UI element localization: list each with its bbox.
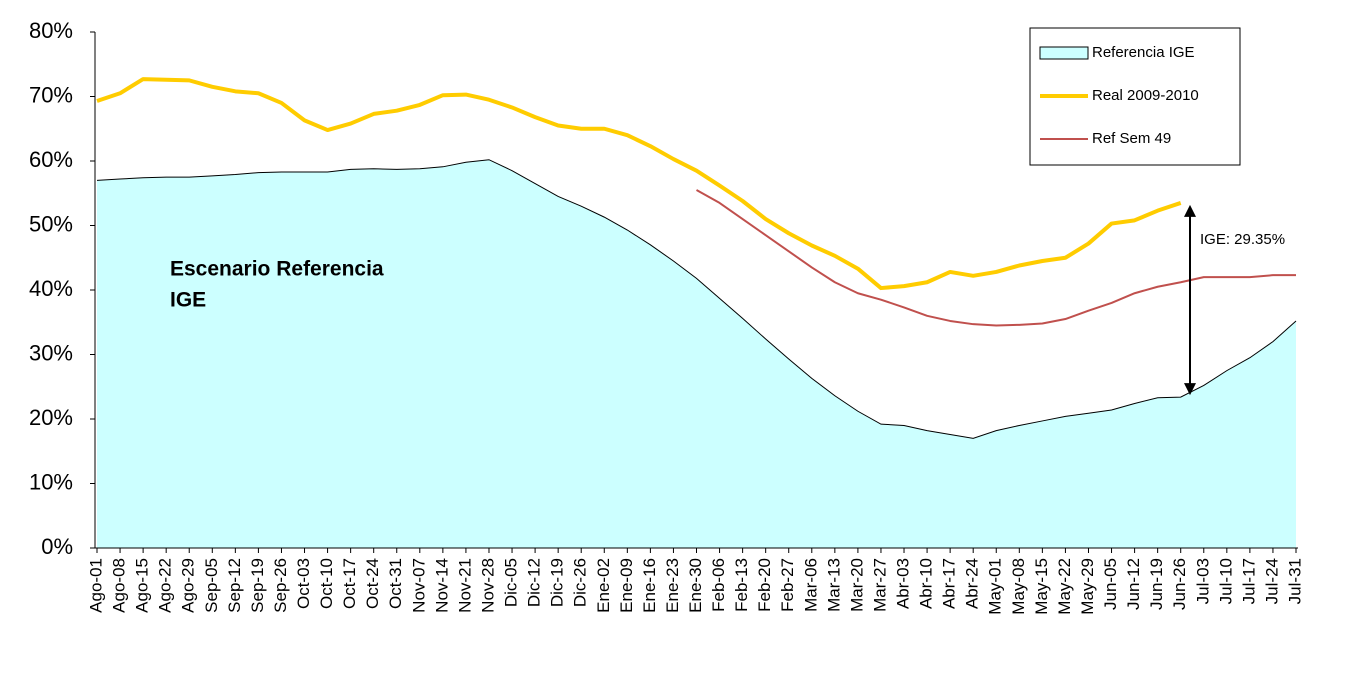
x-tick-label: Nov-14 xyxy=(432,558,451,613)
x-tick-label: May-01 xyxy=(986,558,1005,615)
x-tick-label: Oct-10 xyxy=(317,558,336,609)
x-tick-label: Sep-12 xyxy=(225,558,244,613)
x-tick-label: Dic-12 xyxy=(525,558,544,607)
x-tick-label: Jun-05 xyxy=(1101,558,1120,610)
x-tick-label: Feb-27 xyxy=(778,558,797,612)
legend: Referencia IGE Real 2009-2010 Ref Sem 49 xyxy=(1029,27,1241,166)
x-tick-label: Jul-17 xyxy=(1239,558,1258,604)
y-tick-label: 50% xyxy=(29,211,73,236)
x-tick-label: Feb-06 xyxy=(709,558,728,612)
x-tick-label: Nov-28 xyxy=(478,558,497,613)
x-tick-label: Mar-27 xyxy=(870,558,889,612)
area-edge xyxy=(96,159,1297,439)
x-tick-label: Sep-26 xyxy=(271,558,290,613)
x-tick-label: Dic-05 xyxy=(502,558,521,607)
x-tick-label: Ago-08 xyxy=(110,558,129,613)
x-tick-label: Abr-24 xyxy=(963,558,982,609)
x-tick-label: Sep-05 xyxy=(202,558,221,613)
x-tick-label: Oct-31 xyxy=(386,558,405,609)
x-tick-label: Mar-20 xyxy=(847,558,866,612)
x-tick-label: Jun-26 xyxy=(1170,558,1189,610)
x-tick-label: Mar-13 xyxy=(824,558,843,612)
line xyxy=(96,77,1182,291)
x-tick-label: Mar-06 xyxy=(801,558,820,612)
arrow-head xyxy=(1184,383,1196,396)
legend-label: Ref Sem 49 xyxy=(1092,130,1171,147)
x-tick-label: Feb-13 xyxy=(732,558,751,612)
y-tick-label: 20% xyxy=(29,405,73,430)
x-tick-label: Ene-16 xyxy=(640,558,659,613)
x-tick-label: May-15 xyxy=(1032,558,1051,615)
x-tick-label: Jun-19 xyxy=(1147,558,1166,610)
y-tick-label: 40% xyxy=(29,276,73,301)
y-tick-label: 30% xyxy=(29,340,73,365)
x-tick-label: Abr-03 xyxy=(894,558,913,609)
x-tick-label: Nov-21 xyxy=(455,558,474,613)
y-tick-label: 60% xyxy=(29,147,73,172)
arrow-head xyxy=(1184,204,1196,217)
legend-swatch xyxy=(1039,46,1089,60)
x-tick-label: Abr-17 xyxy=(940,558,959,609)
annotation: Escenario Referencia xyxy=(170,258,384,281)
x-tick-label: Jul-10 xyxy=(1216,558,1235,604)
x-tick-label: Jul-24 xyxy=(1262,558,1281,604)
x-tick-label: Ene-09 xyxy=(617,558,636,613)
x-tick-label: Feb-20 xyxy=(755,558,774,612)
x-tick-label: Ago-15 xyxy=(133,558,152,613)
x-tick-label: Abr-10 xyxy=(917,558,936,609)
y-tick-label: 0% xyxy=(41,534,73,559)
area xyxy=(97,159,1296,548)
x-tick-label: Ene-23 xyxy=(663,558,682,613)
x-tick-label: Ene-30 xyxy=(686,558,705,613)
x-tick-label: May-29 xyxy=(1078,558,1097,615)
x-tick-label: Nov-07 xyxy=(409,558,428,613)
x-tick-label: May-22 xyxy=(1055,558,1074,615)
x-tick-label: Dic-19 xyxy=(548,558,567,607)
x-tick-label: Jul-03 xyxy=(1193,558,1212,604)
x-tick-label: Oct-17 xyxy=(340,558,359,609)
x-tick-label: Ago-01 xyxy=(86,558,105,613)
x-tick-label: Sep-19 xyxy=(248,558,267,613)
x-tick-label: Ago-22 xyxy=(156,558,175,613)
x-tick-label: Ago-29 xyxy=(179,558,198,613)
x-tick-label: Dic-26 xyxy=(571,558,590,607)
y-tick-label: 80% xyxy=(29,18,73,43)
x-tick-label: May-08 xyxy=(1009,558,1028,615)
line xyxy=(696,189,1296,327)
y-tick-label: 10% xyxy=(29,469,73,494)
x-tick-label: Oct-24 xyxy=(363,558,382,609)
annotation: IGE: 29.35% xyxy=(1200,231,1285,248)
x-tick-label: Jul-31 xyxy=(1285,558,1304,604)
x-tick-label: Ene-02 xyxy=(594,558,613,613)
annotation: IGE xyxy=(170,289,206,312)
x-tick-label: Oct-03 xyxy=(294,558,313,609)
legend-label: Referencia IGE xyxy=(1092,44,1195,61)
x-tick-label: Jun-12 xyxy=(1124,558,1143,610)
y-tick-label: 70% xyxy=(29,82,73,107)
legend-label: Real 2009-2010 xyxy=(1092,87,1199,104)
